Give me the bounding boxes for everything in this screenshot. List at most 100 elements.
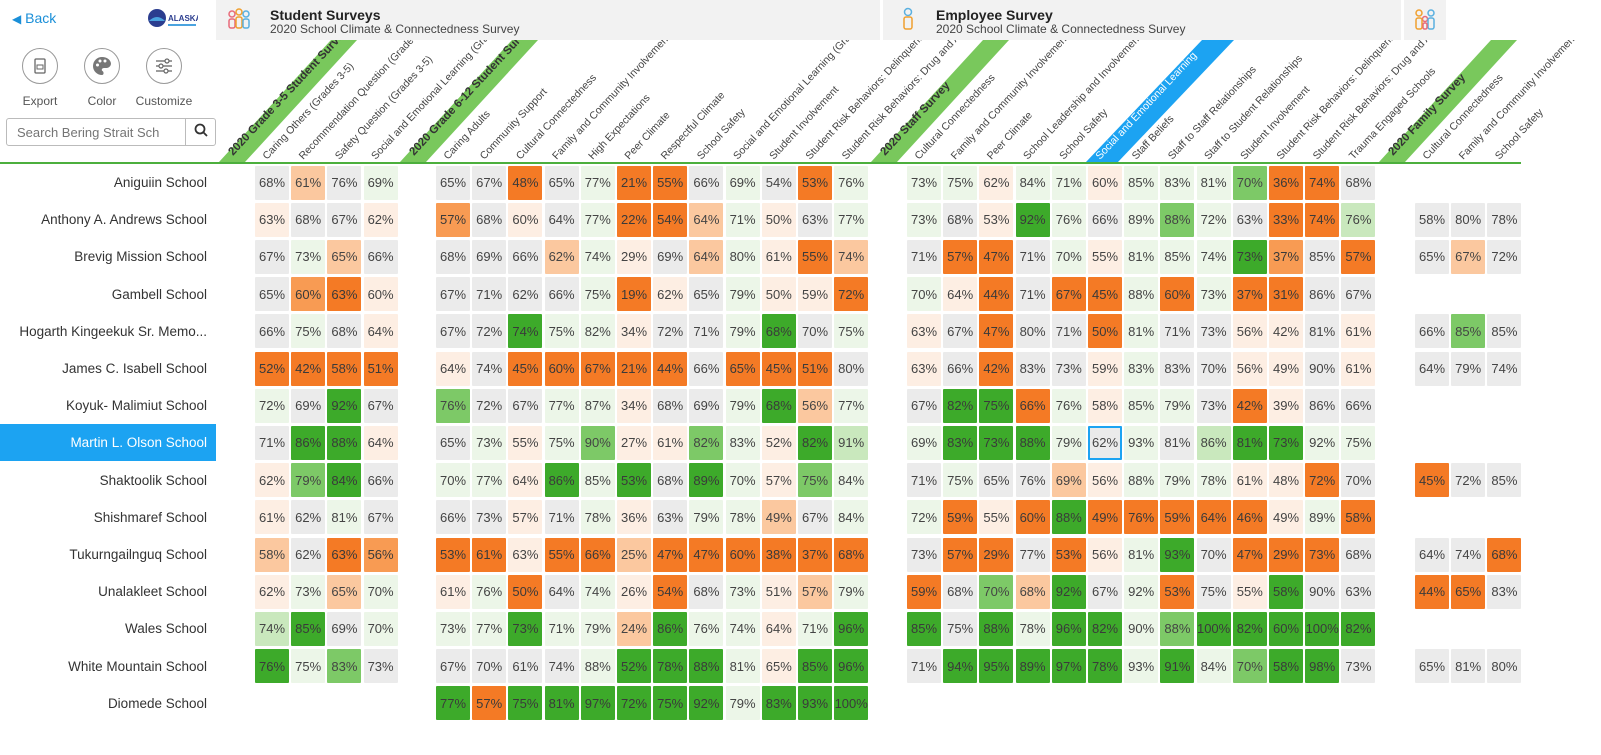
score-cell[interactable]: 88% [1051,500,1086,535]
score-cell[interactable]: 87% [580,388,615,423]
score-cell[interactable]: 100% [834,686,869,721]
score-cell[interactable]: 48% [508,165,543,200]
score-cell[interactable]: 66% [1341,388,1376,423]
score-cell[interactable]: 75% [291,649,326,684]
score-cell[interactable]: 78% [725,500,760,535]
score-cell[interactable]: 63% [798,202,832,237]
score-cell[interactable]: 67% [363,388,398,423]
score-cell[interactable]: 56% [1232,351,1267,386]
score-cell[interactable]: 52% [617,649,651,684]
score-cell[interactable]: 86% [291,425,326,460]
score-cell[interactable]: 66% [1015,388,1050,423]
customize-button[interactable]: Customize [134,48,194,108]
score-cell[interactable]: 64% [689,239,724,274]
score-cell[interactable]: 88% [1160,202,1195,237]
school-row-label[interactable]: Hogarth Kingeekuk Sr. Memo... [19,323,207,339]
score-cell[interactable]: 79% [689,500,724,535]
score-cell[interactable]: 79% [580,611,615,646]
score-cell[interactable]: 78% [580,500,615,535]
score-cell[interactable]: 21% [617,351,651,386]
score-cell[interactable]: 85% [1451,314,1486,349]
score-cell[interactable]: 76% [1124,500,1159,535]
score-cell[interactable]: 90% [580,425,615,460]
score-cell[interactable]: 65% [327,574,362,609]
score-cell[interactable]: 60% [1269,611,1303,646]
score-cell[interactable]: 69% [1051,463,1086,498]
score-cell[interactable]: 37% [1232,277,1267,312]
score-cell[interactable]: 47% [979,314,1014,349]
school-row-label[interactable]: Aniguiin School [113,175,207,190]
score-cell[interactable]: 73% [1051,351,1086,386]
score-cell[interactable]: 66% [1088,202,1122,237]
score-cell[interactable]: 68% [1487,537,1522,572]
score-cell[interactable]: 63% [907,314,941,349]
score-cell[interactable]: 67% [472,165,507,200]
score-cell[interactable]: 61% [1232,463,1267,498]
score-cell[interactable]: 89% [1124,202,1159,237]
score-cell[interactable]: 58% [1341,500,1376,535]
score-cell[interactable]: 73% [907,537,941,572]
score-cell[interactable]: 57% [436,202,470,237]
score-cell[interactable]: 93% [1124,649,1159,684]
score-cell[interactable]: 53% [1160,574,1195,609]
score-cell[interactable]: 38% [761,537,796,572]
score-cell[interactable]: 71% [1160,314,1195,349]
score-cell[interactable]: 74% [1305,202,1340,237]
score-cell[interactable]: 65% [689,277,724,312]
score-cell[interactable]: 54% [653,202,688,237]
score-cell[interactable]: 67% [943,314,978,349]
family-survey-section[interactable] [1404,0,1446,40]
score-cell[interactable]: 86% [1196,425,1231,460]
score-cell[interactable]: 53% [617,463,651,498]
score-cell[interactable]: 47% [1232,537,1267,572]
score-cell[interactable]: 91% [1160,649,1195,684]
score-cell[interactable]: 75% [798,463,832,498]
score-cell[interactable]: 81% [1451,649,1486,684]
score-cell[interactable]: 67% [798,500,832,535]
score-cell[interactable]: 76% [472,574,507,609]
score-cell[interactable]: 72% [472,314,507,349]
score-cell[interactable]: 90% [1305,574,1340,609]
score-cell[interactable]: 71% [255,425,289,460]
score-cell[interactable]: 92% [1305,425,1340,460]
score-cell[interactable]: 74% [472,351,507,386]
score-cell[interactable]: 52% [761,425,796,460]
score-cell[interactable]: 88% [1160,611,1195,646]
score-cell[interactable]: 93% [798,686,832,721]
score-cell[interactable]: 78% [653,649,688,684]
score-cell[interactable]: 73% [1305,537,1340,572]
score-cell[interactable]: 55% [653,165,688,200]
score-cell[interactable]: 39% [1269,388,1303,423]
score-cell[interactable]: 29% [1269,537,1303,572]
score-cell[interactable]: 57% [1341,239,1376,274]
score-cell[interactable]: 67% [1051,277,1086,312]
score-cell[interactable]: 66% [689,351,724,386]
score-cell[interactable]: 79% [725,686,760,721]
score-cell[interactable]: 81% [327,500,362,535]
score-cell[interactable]: 72% [907,500,941,535]
score-cell[interactable]: 83% [761,686,796,721]
score-cell[interactable]: 75% [943,611,978,646]
score-cell[interactable]: 68% [943,574,978,609]
score-cell[interactable]: 61% [508,649,543,684]
score-cell[interactable]: 95% [979,649,1014,684]
score-cell[interactable]: 49% [1269,351,1303,386]
score-cell[interactable]: 57% [798,574,832,609]
school-row-label[interactable]: Koyuk- Malimiut School [65,398,207,414]
school-row-label[interactable]: Wales School [124,621,207,637]
score-cell[interactable]: 60% [508,202,543,237]
score-cell[interactable]: 45% [508,351,543,386]
score-cell[interactable]: 63% [327,537,362,572]
score-cell[interactable]: 69% [689,388,724,423]
score-cell[interactable]: 72% [1196,202,1231,237]
score-cell[interactable]: 82% [943,388,978,423]
column-header-label[interactable]: Respectful Climate [659,89,728,162]
score-cell[interactable]: 91% [834,425,869,460]
score-cell[interactable]: 67% [436,277,470,312]
school-row-label[interactable]: Unalakleet School [98,584,207,600]
school-row-label[interactable]: Martin L. Olson School [0,424,216,462]
score-cell[interactable]: 83% [327,649,362,684]
score-cell[interactable]: 88% [689,649,724,684]
score-cell[interactable]: 24% [617,611,651,646]
score-cell[interactable]: 71% [1051,165,1086,200]
